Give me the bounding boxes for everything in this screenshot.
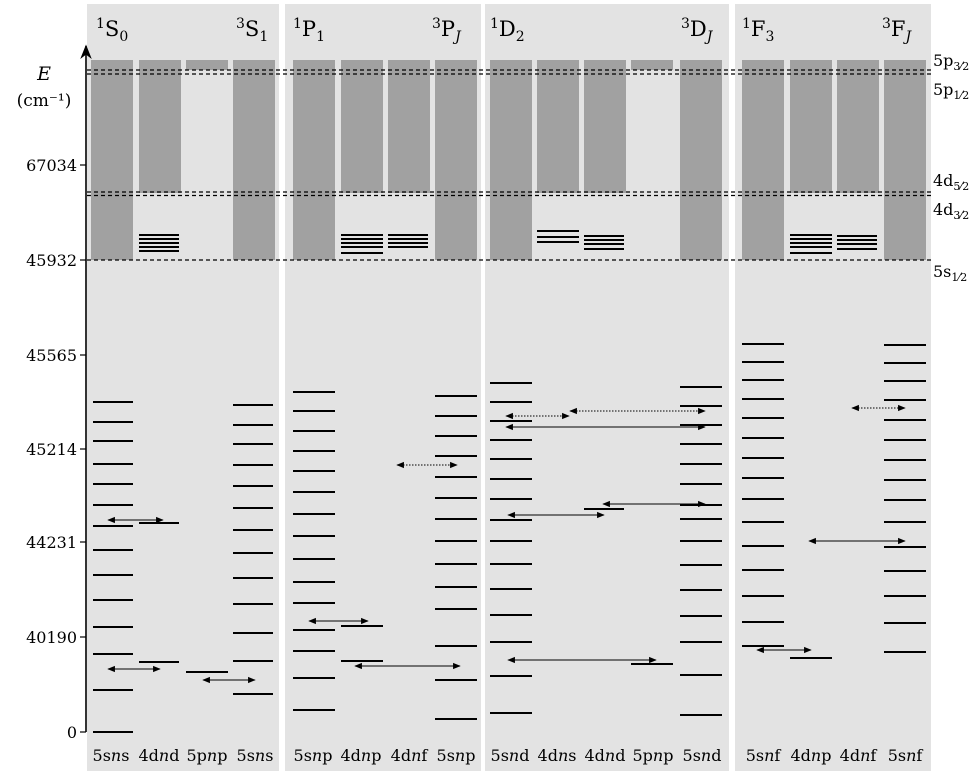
config-label: 5snp bbox=[437, 746, 476, 765]
threshold-label: 5s1⁄2 bbox=[933, 262, 967, 284]
config-label: 5pnp bbox=[633, 746, 674, 765]
y-tick-label: 44231 bbox=[26, 533, 77, 552]
threshold-label: 4d3⁄2 bbox=[933, 200, 969, 222]
y-tick-label: 45565 bbox=[26, 346, 77, 365]
config-label: 4dnp bbox=[791, 746, 832, 765]
continuum-band bbox=[139, 60, 181, 193]
config-label: 4dnp bbox=[341, 746, 382, 765]
config-label: 4dnd bbox=[139, 746, 180, 765]
y-tick-label: 0 bbox=[67, 723, 77, 742]
term-labels: 1S0 3S1 1P1 3PJ 1D2 3DJ 1F3 3FJ bbox=[96, 16, 913, 45]
config-label: 4dnd bbox=[585, 746, 626, 765]
continuum-band bbox=[884, 60, 926, 260]
config-label: 5snd bbox=[683, 746, 722, 765]
energy-levels bbox=[93, 230, 926, 733]
transition-arrows bbox=[107, 404, 906, 684]
continuum-band bbox=[91, 60, 133, 260]
config-label: 5snf bbox=[888, 746, 924, 765]
config-label: 5pnp bbox=[187, 746, 228, 765]
threshold-label: 5p1⁄2 bbox=[933, 80, 969, 102]
term-label-1F3: 1F3 bbox=[742, 16, 774, 45]
continuum-band bbox=[537, 60, 579, 193]
threshold-lines bbox=[87, 69, 931, 261]
y-tick-label: 45214 bbox=[26, 440, 77, 459]
continuum-band bbox=[435, 60, 477, 260]
config-label: 5snp bbox=[294, 746, 333, 765]
term-label-1D2: 1D2 bbox=[490, 16, 525, 45]
continuum-band bbox=[680, 60, 722, 260]
y-tick-label: 40190 bbox=[26, 628, 77, 647]
continuum-bands bbox=[91, 60, 926, 260]
threshold-label: 5p3⁄2 bbox=[933, 51, 969, 73]
config-label: 5sns bbox=[237, 746, 274, 765]
y-tick-label: 45932 bbox=[26, 251, 77, 270]
continuum-band bbox=[631, 60, 673, 70]
config-label: 5snf bbox=[746, 746, 782, 765]
continuum-band bbox=[790, 60, 832, 193]
term-label-3FJ: 3FJ bbox=[882, 16, 913, 45]
continuum-band bbox=[490, 60, 532, 260]
term-label-3DJ: 3DJ bbox=[681, 16, 714, 45]
term-label-1P1: 1P1 bbox=[293, 16, 325, 45]
continuum-band bbox=[233, 60, 275, 260]
config-label: 5sns bbox=[93, 746, 130, 765]
continuum-band bbox=[186, 60, 228, 70]
continuum-band bbox=[584, 60, 626, 193]
term-label-1S0: 1S0 bbox=[96, 16, 128, 45]
term-label-3PJ: 3PJ bbox=[432, 16, 462, 45]
configuration-labels: 5sns 4dnd 5pnp 5sns 5snp 4dnp 4dnf 5snp … bbox=[93, 746, 924, 765]
threshold-label: 4d5⁄2 bbox=[933, 171, 969, 193]
continuum-band bbox=[341, 60, 383, 193]
y-axis-unit: (cm⁻¹) bbox=[17, 91, 72, 111]
y-axis-label: E bbox=[36, 63, 51, 85]
term-label-3S1: 3S1 bbox=[236, 16, 268, 45]
continuum-band bbox=[742, 60, 784, 260]
config-label: 4dnf bbox=[840, 746, 878, 765]
config-label: 5snd bbox=[491, 746, 530, 765]
continuum-band bbox=[837, 60, 879, 193]
threshold-labels: 5p3⁄2 5p1⁄2 4d5⁄2 4d3⁄2 5s1⁄2 bbox=[933, 51, 969, 284]
y-tick-label: 67034 bbox=[26, 156, 77, 175]
config-label: 4dnf bbox=[391, 746, 429, 765]
continuum-band bbox=[293, 60, 335, 260]
y-axis: 0 40190 44231 45214 45565 45932 67034 E … bbox=[17, 44, 92, 742]
continuum-band bbox=[388, 60, 430, 193]
config-label: 4dns bbox=[538, 746, 577, 765]
